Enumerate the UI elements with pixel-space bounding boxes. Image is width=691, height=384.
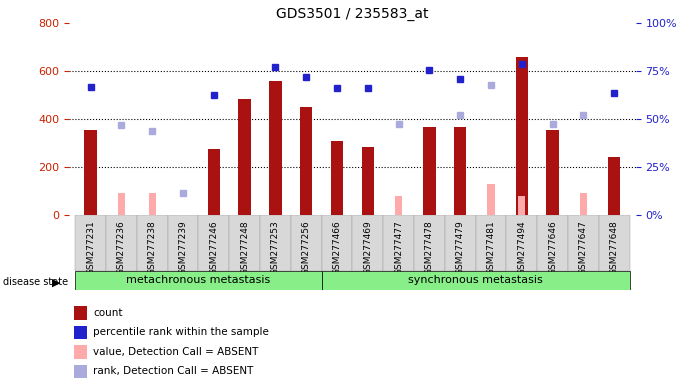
Text: GSM277477: GSM277477 — [394, 220, 403, 275]
Text: GSM277231: GSM277231 — [86, 220, 95, 275]
FancyBboxPatch shape — [229, 215, 260, 271]
Text: percentile rank within the sample: percentile rank within the sample — [93, 328, 269, 338]
Bar — [361, 147, 374, 215]
Text: synchronous metastasis: synchronous metastasis — [408, 275, 543, 285]
Text: GSM277256: GSM277256 — [302, 220, 311, 275]
Bar — [580, 194, 587, 215]
Text: GSM277481: GSM277481 — [486, 220, 495, 275]
FancyBboxPatch shape — [75, 271, 321, 290]
Bar — [454, 127, 466, 215]
Bar — [423, 127, 435, 215]
FancyBboxPatch shape — [507, 215, 537, 271]
Text: metachronous metastasis: metachronous metastasis — [126, 275, 271, 285]
FancyBboxPatch shape — [198, 215, 229, 271]
Bar — [117, 194, 125, 215]
FancyBboxPatch shape — [75, 215, 106, 271]
FancyBboxPatch shape — [384, 215, 414, 271]
Bar — [487, 184, 495, 215]
Bar — [84, 130, 97, 215]
FancyBboxPatch shape — [291, 215, 321, 271]
FancyBboxPatch shape — [568, 215, 599, 271]
Text: count: count — [93, 308, 122, 318]
Bar — [73, 345, 87, 359]
FancyBboxPatch shape — [599, 215, 630, 271]
Bar — [547, 130, 559, 215]
Text: GSM277236: GSM277236 — [117, 220, 126, 275]
Text: GSM277646: GSM277646 — [548, 220, 557, 275]
Bar — [73, 364, 87, 378]
Text: GSM277466: GSM277466 — [332, 220, 341, 275]
FancyBboxPatch shape — [414, 215, 445, 271]
Bar — [331, 141, 343, 215]
FancyBboxPatch shape — [537, 215, 568, 271]
Text: GSM277238: GSM277238 — [148, 220, 157, 275]
FancyBboxPatch shape — [321, 215, 352, 271]
Title: GDS3501 / 235583_at: GDS3501 / 235583_at — [276, 7, 428, 21]
FancyBboxPatch shape — [321, 271, 630, 290]
Bar — [395, 196, 402, 215]
Bar — [608, 157, 621, 215]
Bar — [518, 196, 525, 215]
FancyBboxPatch shape — [137, 215, 168, 271]
Text: GSM277479: GSM277479 — [455, 220, 464, 275]
Text: ▶: ▶ — [53, 277, 61, 287]
Text: rank, Detection Call = ABSENT: rank, Detection Call = ABSENT — [93, 366, 254, 376]
Text: GSM277494: GSM277494 — [518, 220, 527, 275]
Bar — [73, 306, 87, 320]
Bar — [515, 56, 528, 215]
Text: GSM277648: GSM277648 — [609, 220, 618, 275]
FancyBboxPatch shape — [106, 215, 137, 271]
Text: GSM277647: GSM277647 — [579, 220, 588, 275]
Text: GSM277246: GSM277246 — [209, 220, 218, 275]
Text: GSM277239: GSM277239 — [178, 220, 187, 275]
FancyBboxPatch shape — [445, 215, 475, 271]
Text: GSM277478: GSM277478 — [425, 220, 434, 275]
Bar — [269, 81, 281, 215]
FancyBboxPatch shape — [260, 215, 291, 271]
Bar — [208, 149, 220, 215]
FancyBboxPatch shape — [475, 215, 507, 271]
FancyBboxPatch shape — [168, 215, 198, 271]
Text: GSM277248: GSM277248 — [240, 220, 249, 275]
Bar — [149, 194, 156, 215]
Bar — [73, 326, 87, 339]
Text: disease state: disease state — [3, 277, 68, 287]
FancyBboxPatch shape — [352, 215, 384, 271]
Text: GSM277469: GSM277469 — [363, 220, 372, 275]
Bar — [300, 107, 312, 215]
Text: GSM277253: GSM277253 — [271, 220, 280, 275]
Text: value, Detection Call = ABSENT: value, Detection Call = ABSENT — [93, 347, 258, 357]
Bar — [238, 99, 251, 215]
